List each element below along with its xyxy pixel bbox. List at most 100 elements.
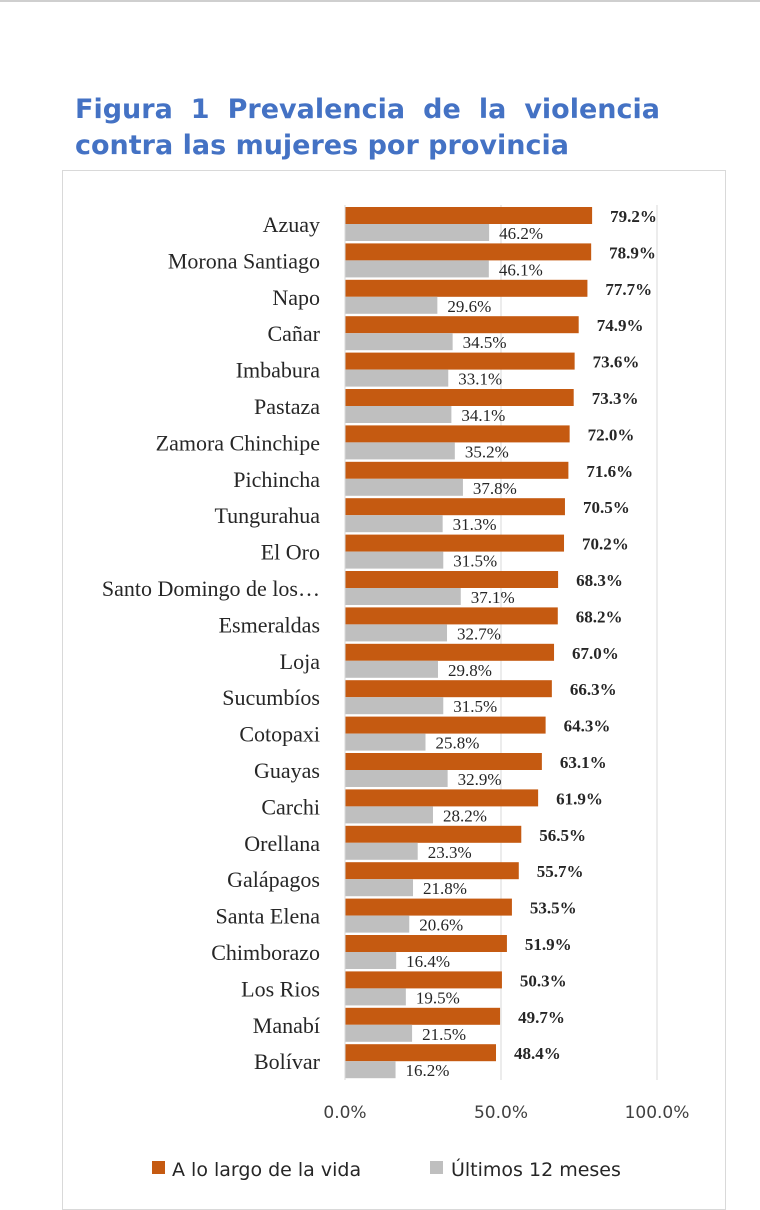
- category-label-9: El Oro: [261, 540, 320, 565]
- label-12m-5: 34.1%: [461, 406, 505, 425]
- label-12m-17: 23.3%: [428, 843, 472, 862]
- label-12m-20: 16.4%: [406, 952, 450, 971]
- label-12m-1: 46.1%: [499, 260, 543, 279]
- bar-12m-4: [345, 369, 449, 387]
- bar-12m-22: [345, 1024, 413, 1042]
- label-life-13: 66.3%: [570, 680, 617, 699]
- category-label-12: Loja: [280, 649, 321, 674]
- label-12m-15: 32.9%: [458, 770, 502, 789]
- legend-swatch-12m: [430, 1161, 443, 1174]
- label-12m-2: 29.6%: [447, 297, 491, 316]
- bar-life-2: [345, 279, 588, 297]
- label-12m-4: 33.1%: [458, 370, 502, 389]
- label-life-22: 49.7%: [518, 1008, 565, 1027]
- figure-title-line-2: contra las mujeres por provincia: [75, 130, 569, 161]
- bar-12m-10: [345, 588, 461, 605]
- category-label-22: Manabí: [253, 1013, 320, 1038]
- label-life-16: 61.9%: [556, 789, 603, 808]
- category-label-11: Esmeraldas: [219, 612, 320, 637]
- bar-12m-8: [345, 515, 443, 533]
- bar-life-21: [345, 971, 502, 989]
- bar-12m-16: [345, 806, 433, 824]
- label-life-6: 72.0%: [588, 425, 635, 444]
- bar-life-0: [345, 207, 593, 224]
- figure-title: Figura 1 Prevalencia de la violencia con…: [75, 92, 660, 164]
- label-life-17: 56.5%: [539, 826, 586, 845]
- label-life-2: 77.7%: [605, 280, 652, 299]
- bar-life-4: [345, 352, 575, 370]
- label-life-4: 73.6%: [593, 353, 640, 372]
- bar-life-8: [345, 498, 565, 516]
- label-12m-6: 35.2%: [465, 442, 509, 461]
- label-12m-18: 21.8%: [423, 879, 467, 898]
- category-label-21: Los Rios: [241, 976, 320, 1001]
- category-label-14: Cotopaxi: [239, 722, 320, 747]
- bar-life-14: [345, 716, 546, 734]
- label-life-12: 67.0%: [572, 644, 619, 663]
- label-12m-19: 20.6%: [419, 916, 463, 935]
- label-12m-12: 29.8%: [448, 661, 492, 680]
- label-life-20: 51.9%: [525, 935, 572, 954]
- bar-12m-15: [345, 770, 448, 787]
- bar-life-10: [345, 571, 559, 588]
- bar-12m-11: [345, 624, 448, 642]
- bar-12m-5: [345, 406, 452, 423]
- bar-life-12: [345, 643, 555, 661]
- label-life-8: 70.5%: [583, 498, 630, 517]
- category-label-0: Azuay: [263, 212, 320, 237]
- bar-12m-21: [345, 988, 406, 1006]
- label-life-23: 48.4%: [514, 1044, 561, 1063]
- label-life-11: 68.2%: [576, 607, 623, 626]
- label-12m-0: 46.2%: [499, 224, 543, 243]
- x-tick-label-2: 100.0%: [625, 1103, 690, 1123]
- bar-life-23: [345, 1044, 497, 1062]
- bar-12m-3: [345, 333, 453, 351]
- label-life-19: 53.5%: [530, 899, 577, 918]
- bar-12m-19: [345, 915, 410, 933]
- label-12m-14: 25.8%: [435, 734, 479, 753]
- bar-12m-2: [345, 296, 438, 314]
- label-12m-3: 34.5%: [463, 333, 507, 352]
- label-12m-10: 37.1%: [471, 588, 515, 607]
- category-label-19: Santa Elena: [216, 904, 321, 929]
- label-life-10: 68.3%: [576, 571, 623, 590]
- bar-12m-7: [345, 478, 463, 496]
- bar-12m-1: [345, 260, 489, 278]
- label-12m-11: 32.7%: [457, 624, 501, 643]
- x-tick-label-0: 0.0%: [323, 1103, 366, 1123]
- bar-life-1: [345, 243, 592, 261]
- category-label-13: Sucumbíos: [222, 685, 320, 710]
- label-12m-16: 28.2%: [443, 806, 487, 825]
- category-label-1: Morona Santiago: [168, 248, 320, 273]
- bar-life-7: [345, 461, 569, 479]
- category-label-6: Zamora Chinchipe: [156, 430, 320, 455]
- label-life-0: 79.2%: [610, 207, 657, 226]
- label-life-5: 73.3%: [592, 389, 639, 408]
- label-12m-7: 37.8%: [473, 479, 517, 498]
- bar-life-17: [345, 825, 522, 843]
- label-life-9: 70.2%: [582, 535, 629, 554]
- label-12m-22: 21.5%: [422, 1025, 466, 1044]
- bar-life-18: [345, 862, 519, 880]
- category-label-20: Chimborazo: [211, 940, 320, 965]
- label-12m-8: 31.3%: [453, 515, 497, 534]
- label-12m-9: 31.5%: [453, 552, 497, 571]
- bar-life-11: [345, 607, 558, 625]
- top-rule: [0, 0, 760, 2]
- category-label-7: Pichincha: [233, 467, 320, 492]
- bar-12m-12: [345, 660, 438, 678]
- label-life-7: 71.6%: [586, 462, 633, 481]
- category-label-5: Pastaza: [254, 394, 320, 419]
- legend-label-12m: Últimos 12 meses: [451, 1157, 621, 1181]
- label-life-18: 55.7%: [537, 862, 584, 881]
- label-12m-13: 31.5%: [453, 697, 497, 716]
- bar-12m-20: [345, 952, 397, 969]
- label-life-21: 50.3%: [520, 971, 567, 990]
- category-label-23: Bolívar: [254, 1049, 321, 1074]
- bar-12m-9: [345, 551, 444, 569]
- category-label-8: Tungurahua: [214, 503, 320, 528]
- label-12m-21: 19.5%: [416, 988, 460, 1007]
- bar-life-19: [345, 898, 512, 916]
- bar-life-15: [345, 753, 542, 770]
